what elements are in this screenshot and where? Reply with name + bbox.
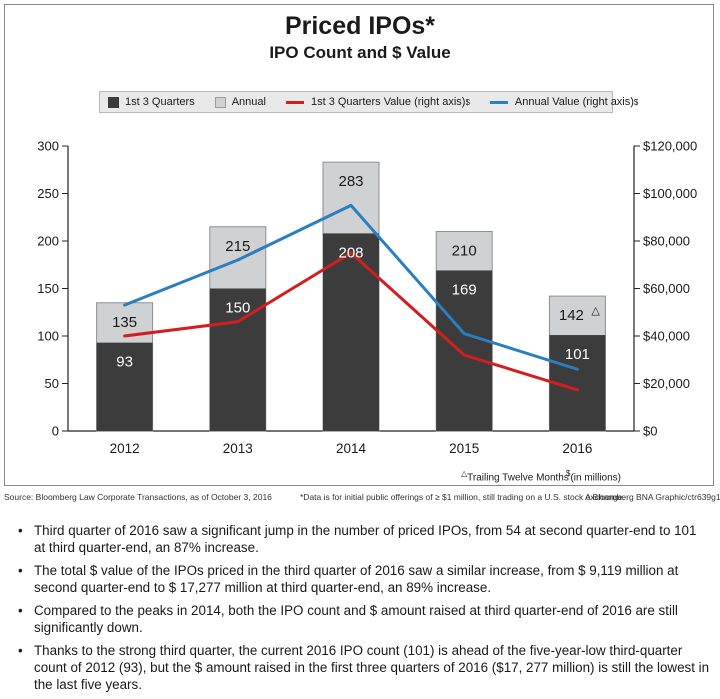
data-label-annual: 210 <box>452 243 477 260</box>
bullet-item: • Third quarter of 2016 saw a significant… <box>14 522 710 556</box>
left-tick-label: 150 <box>37 281 59 296</box>
bullet-dot: • <box>18 643 23 658</box>
footer-credit: A Bloomberg BNA Graphic/ctr639g1 <box>585 492 720 502</box>
data-label-annual: 215 <box>225 238 250 255</box>
chart-subtitle: IPO Count and $ Value <box>269 43 451 62</box>
data-label-quarters: 150 <box>225 300 250 317</box>
bullet-item: • Thanks to the strong third quarter, the… <box>14 642 710 693</box>
legend-item-annual-value: Annual Value (right axis) $ <box>489 96 639 108</box>
bullet-text: Third quarter of 2016 saw a significant … <box>34 523 697 555</box>
chart-title: Priced IPOs* <box>284 12 436 40</box>
legend-item-annual: Annual <box>214 96 266 108</box>
legend-label-annual: Annual <box>231 96 266 108</box>
legend: 1st 3 Quarters Annual 1st 3 Quarters Val… <box>99 91 638 113</box>
right-tick-label: $0 <box>643 424 657 439</box>
ttm-marker: △ <box>461 469 468 478</box>
legend-swatch-quarters-value <box>285 100 304 104</box>
bullet-item: • Compared to the peaks in 2014, both the… <box>14 602 710 636</box>
legend-swatch-annual-value <box>489 100 508 104</box>
right-tick-label: $100,000 <box>643 186 697 201</box>
bullet-list: • Third quarter of 2016 saw a significant… <box>14 522 710 699</box>
data-label-annual: 142 <box>559 307 584 324</box>
x-tick-label: 2014 <box>336 441 367 456</box>
left-tick-label: 300 <box>37 139 59 154</box>
bar-quarters <box>323 233 379 431</box>
right-tick-label: $120,000 <box>643 139 697 154</box>
x-tick-label: 2015 <box>449 441 479 456</box>
footer-data-note: *Data is for initial public offerings of… <box>300 492 625 502</box>
left-tick-label: 250 <box>37 186 59 201</box>
right-tick-label: $60,000 <box>643 281 690 296</box>
legend-swatch-quarters <box>108 96 119 108</box>
data-label-quarters: 208 <box>338 244 363 261</box>
x-tick-label: 2012 <box>110 441 140 456</box>
x-tick-label: 2016 <box>562 441 592 456</box>
bullet-text: Compared to the peaks in 2014, both the … <box>34 603 678 635</box>
millions-note: $(in millions) <box>566 469 621 483</box>
ttm-note-text: Trailing Twelve Months <box>467 472 569 484</box>
left-tick-label: 200 <box>37 234 59 249</box>
left-tick-label: 50 <box>45 376 59 391</box>
bar-quarters <box>209 288 266 431</box>
data-label-annual: 135 <box>112 314 137 331</box>
bullet-dot: • <box>18 603 23 618</box>
legend-label-quarters-value: 1st 3 Quarters Value (right axis) <box>310 96 466 108</box>
bullet-dot: • <box>18 523 23 538</box>
bullet-text: Thanks to the strong third quarter, the … <box>34 643 710 692</box>
data-label-annual: 283 <box>338 173 363 190</box>
data-label-quarters: 169 <box>452 281 477 298</box>
data-label-quarters: 93 <box>116 354 133 371</box>
legend-item-quarters: 1st 3 Quarters <box>108 96 195 108</box>
legend-label-annual-value: Annual Value (right axis) <box>514 96 634 108</box>
bar-quarters <box>96 342 153 431</box>
bullet-item: • The total $ value of the IPOs priced in… <box>14 562 710 596</box>
right-tick-label: $20,000 <box>643 376 690 391</box>
chart-frame <box>4 4 714 486</box>
left-tick-label: 0 <box>52 424 59 439</box>
bullet-dot: • <box>18 563 23 578</box>
legend-item-quarters-value: 1st 3 Quarters Value (right axis) $ <box>285 96 470 108</box>
series-line-annual-value <box>123 203 579 371</box>
x-tick-label: 2013 <box>223 441 253 456</box>
legend-sup-quarters: $ <box>465 97 470 107</box>
left-tick-label: 100 <box>37 329 59 344</box>
legend-sup-annual: $ <box>633 97 639 107</box>
legend-swatch-annual <box>214 96 226 108</box>
right-tick-label: $40,000 <box>643 329 690 344</box>
millions-marker: $ <box>566 469 571 478</box>
chart-plot: 0 50 100 150 200 250 300 $0 $20,000 $40,000 $60,00… <box>37 139 697 457</box>
series-line-quarters-value <box>123 251 579 392</box>
footer-source: Source: Bloomberg Law Corporate Transact… <box>4 492 272 502</box>
bullet-text: The total $ value of the IPOs priced in … <box>34 563 679 595</box>
bar-quarters <box>436 270 493 431</box>
ttm-note: △Trailing Twelve Months <box>461 469 569 483</box>
data-label-quarters: 101 <box>565 346 590 363</box>
right-tick-label: $80,000 <box>643 234 690 249</box>
legend-label-quarters: 1st 3 Quarters <box>125 96 195 108</box>
millions-note-text: (in millions) <box>570 472 622 484</box>
data-label-ttm-marker: △ <box>591 305 600 317</box>
